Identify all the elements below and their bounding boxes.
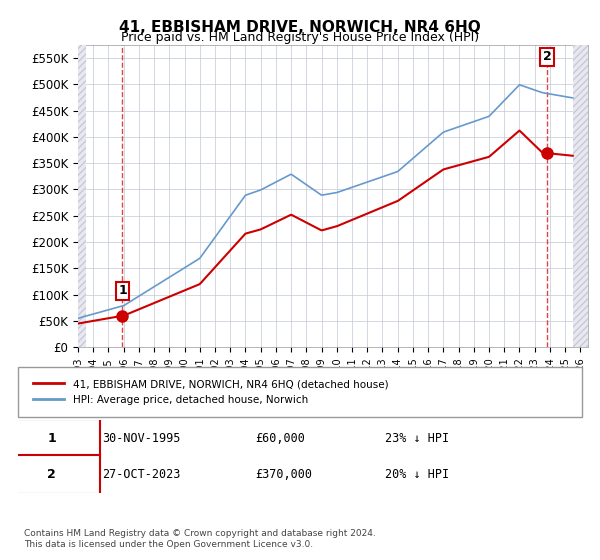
Text: £60,000: £60,000: [255, 432, 305, 445]
Bar: [78, 45, 86, 347]
Text: 20% ↓ HPI: 20% ↓ HPI: [385, 468, 449, 481]
Bar: [86, 45, 573, 347]
FancyBboxPatch shape: [4, 455, 100, 494]
Text: 23% ↓ HPI: 23% ↓ HPI: [385, 432, 449, 445]
Text: 1: 1: [47, 432, 56, 445]
Bar: [78, 45, 86, 347]
Text: 2: 2: [47, 468, 56, 481]
Text: Contains HM Land Registry data © Crown copyright and database right 2024.
This d: Contains HM Land Registry data © Crown c…: [24, 529, 376, 549]
FancyBboxPatch shape: [4, 418, 100, 458]
Text: 2: 2: [543, 50, 552, 63]
Text: Price paid vs. HM Land Registry's House Price Index (HPI): Price paid vs. HM Land Registry's House …: [121, 31, 479, 44]
Text: 27-OCT-2023: 27-OCT-2023: [103, 468, 181, 481]
Bar: [573, 45, 588, 347]
Text: 30-NOV-1995: 30-NOV-1995: [103, 432, 181, 445]
Bar: [573, 45, 588, 347]
Legend: 41, EBBISHAM DRIVE, NORWICH, NR4 6HQ (detached house), HPI: Average price, detac: 41, EBBISHAM DRIVE, NORWICH, NR4 6HQ (de…: [29, 375, 392, 409]
FancyBboxPatch shape: [18, 367, 582, 417]
Text: 41, EBBISHAM DRIVE, NORWICH, NR4 6HQ: 41, EBBISHAM DRIVE, NORWICH, NR4 6HQ: [119, 20, 481, 35]
Text: 1: 1: [118, 284, 127, 297]
Text: £370,000: £370,000: [255, 468, 312, 481]
Bar: [86, 45, 573, 347]
